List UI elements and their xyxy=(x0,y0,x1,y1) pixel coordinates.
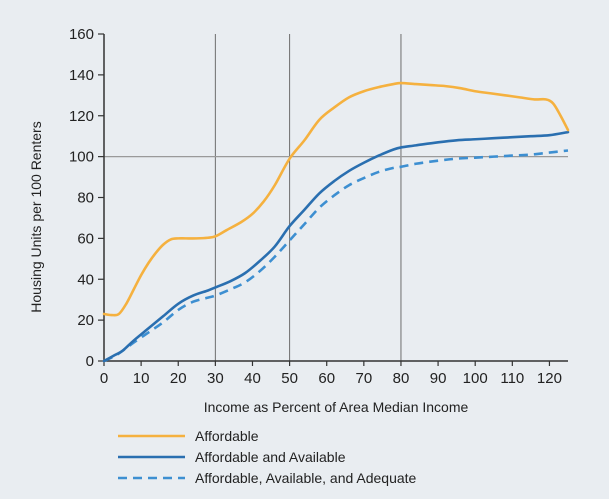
y-tick-label-40: 40 xyxy=(77,271,94,288)
y-axis-label: Housing Units per 100 Renters xyxy=(28,121,44,312)
x-tick-label-10: 10 xyxy=(133,370,150,387)
x-tick-label-80: 80 xyxy=(393,370,410,387)
series-layer xyxy=(102,81,570,363)
x-tick-label-40: 40 xyxy=(244,370,261,387)
y-tick-label-80: 80 xyxy=(77,190,94,207)
x-tick-label-90: 90 xyxy=(430,370,447,387)
legend-label-2: Affordable, Available, and Adequate xyxy=(195,470,417,486)
series-line-2 xyxy=(103,149,569,363)
x-tick-label-70: 70 xyxy=(355,370,372,387)
y-tick-label-120: 120 xyxy=(69,108,94,125)
legend-label-1: Affordable and Available xyxy=(195,449,346,465)
x-tick-label-60: 60 xyxy=(318,370,335,387)
x-tick-label-30: 30 xyxy=(207,370,224,387)
y-tick-label-0: 0 xyxy=(86,353,94,370)
y-tick-label-160: 160 xyxy=(69,26,94,43)
y-tick-label-60: 60 xyxy=(77,230,94,247)
y-axis-ticks: 0 20 40 60 80 100 120 140 160 xyxy=(69,26,104,370)
x-tick-label-100: 100 xyxy=(463,370,488,387)
x-tick-label-0: 0 xyxy=(100,370,108,387)
x-tick-label-120: 120 xyxy=(537,370,562,387)
x-tick-label-20: 20 xyxy=(170,370,187,387)
series-line-0 xyxy=(102,81,570,317)
axes xyxy=(103,34,568,362)
series-line-1 xyxy=(102,130,570,363)
x-axis-label: Income as Percent of Area Median Income xyxy=(204,399,469,415)
x-tick-label-110: 110 xyxy=(500,370,524,387)
y-tick-label-140: 140 xyxy=(69,67,94,84)
y-tick-label-20: 20 xyxy=(77,312,94,329)
y-tick-label-100: 100 xyxy=(69,149,94,166)
reference-lines xyxy=(104,34,568,361)
legend-label-0: Affordable xyxy=(195,428,259,444)
x-tick-label-50: 50 xyxy=(281,370,298,387)
x-axis-ticks: 0 10 20 30 40 50 60 70 80 90 100 110 120 xyxy=(100,361,562,387)
legend: Affordable Affordable and Available Afford… xyxy=(118,428,417,486)
